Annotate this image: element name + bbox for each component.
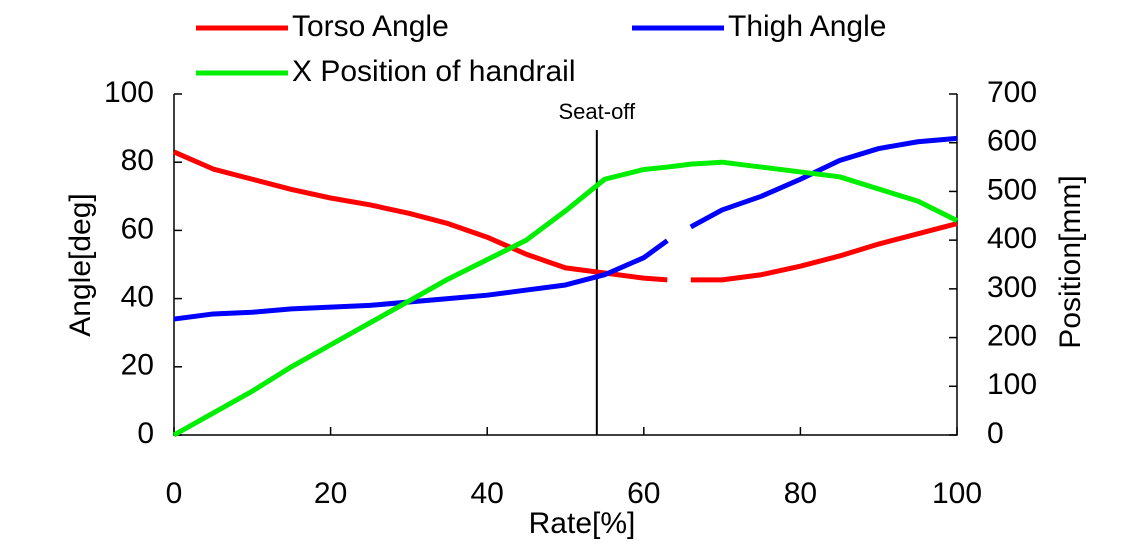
axis-frame xyxy=(173,94,958,436)
series-line xyxy=(173,149,958,283)
x-tick-label: 100 xyxy=(932,477,982,510)
y2-tick-label: 0 xyxy=(987,417,1004,450)
y-tick-label: 60 xyxy=(121,212,154,245)
x-tick-label: 20 xyxy=(314,477,347,510)
legend-label: X Position of handrail xyxy=(292,55,576,88)
y2-tick-label: 100 xyxy=(987,368,1037,401)
x-tick-label: 60 xyxy=(627,477,660,510)
x-axis-label: Rate[%] xyxy=(529,507,636,540)
series-line xyxy=(173,135,958,322)
x-tick-label: 80 xyxy=(784,477,817,510)
y-tick-label: 80 xyxy=(121,144,154,177)
x-tick-label: 40 xyxy=(471,477,504,510)
legend-label: Thigh Angle xyxy=(728,10,886,43)
x-tick-label: 0 xyxy=(166,477,183,510)
y-axis-label: Angle[deg] xyxy=(64,193,97,336)
y2-axis-label: Position[mm] xyxy=(1054,175,1087,348)
annotation-label: Seat-off xyxy=(558,99,636,124)
y2-tick-label: 300 xyxy=(987,271,1037,304)
y-tick-label: 100 xyxy=(104,76,154,109)
y2-tick-label: 500 xyxy=(987,173,1037,206)
y2-tick-label: 700 xyxy=(987,76,1037,109)
y-tick-label: 20 xyxy=(121,349,154,382)
y-tick-label: 0 xyxy=(137,417,154,450)
legend-label: Torso Angle xyxy=(292,10,449,43)
y2-tick-label: 200 xyxy=(987,319,1037,352)
y-tick-label: 40 xyxy=(121,281,154,314)
y2-tick-label: 600 xyxy=(987,125,1037,158)
y2-tick-label: 400 xyxy=(987,222,1037,255)
series-line xyxy=(172,159,959,438)
